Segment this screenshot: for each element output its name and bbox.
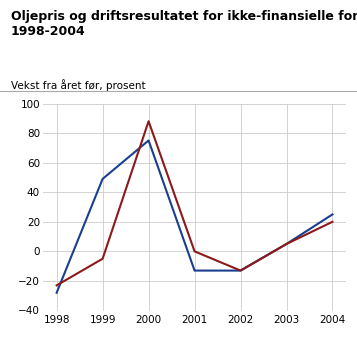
Text: Vekst fra året før, prosent: Vekst fra året før, prosent (11, 79, 145, 91)
Text: Oljepris og driftsresultatet for ikke-finansielle foretak.
1998-2004: Oljepris og driftsresultatet for ikke-fi… (11, 10, 357, 38)
